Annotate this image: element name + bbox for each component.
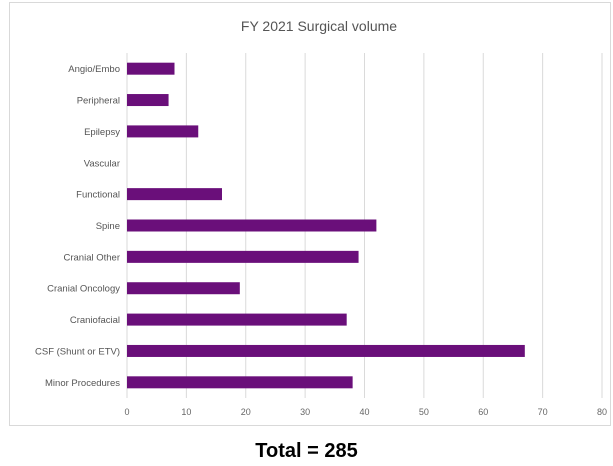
- bar: [127, 94, 169, 107]
- bar: [127, 219, 377, 232]
- x-tick-label: 50: [419, 407, 429, 417]
- category-label: Vascular: [84, 158, 120, 169]
- category-label: Peripheral: [77, 96, 120, 107]
- x-tick-label: 80: [597, 407, 607, 417]
- category-label: Craniofacial: [70, 315, 120, 326]
- category-label: Spine: [96, 221, 120, 232]
- bar: [127, 250, 359, 263]
- bar: [127, 62, 175, 75]
- category-label: Cranial Other: [64, 252, 121, 263]
- x-tick-label: 0: [124, 407, 129, 417]
- category-label: Epilepsy: [84, 127, 120, 138]
- category-label: Functional: [76, 190, 120, 201]
- category-label: Minor Procedures: [45, 378, 120, 389]
- x-tick-label: 70: [538, 407, 548, 417]
- bar: [127, 344, 525, 357]
- bar: [127, 282, 240, 295]
- x-tick-labels: 0 10 20 30 40 50 60 70 80: [124, 407, 607, 417]
- category-label: Cranial Oncology: [47, 284, 120, 295]
- category-label: Angio/Embo: [68, 64, 120, 75]
- x-tick-label: 10: [181, 407, 191, 417]
- category-labels: Angio/Embo Peripheral Epilepsy Vascular Func…: [35, 64, 120, 389]
- x-tick-label: 40: [359, 407, 369, 417]
- chart-title: FY 2021 Surgical volume: [241, 18, 397, 34]
- chart-frame: FY 2021 Surgical volume Angio/Embo Periph…: [9, 2, 611, 426]
- bar: [127, 125, 199, 138]
- bars: [127, 62, 525, 389]
- x-tick-label: 20: [241, 407, 251, 417]
- bar-chart: FY 2021 Surgical volume Angio/Embo Periph…: [35, 18, 607, 417]
- bar: [127, 376, 353, 389]
- x-tick-label: 30: [300, 407, 310, 417]
- x-tick-label: 60: [478, 407, 488, 417]
- total-label: Total = 285: [255, 440, 358, 462]
- bar: [127, 313, 347, 326]
- category-label: CSF (Shunt or ETV): [35, 346, 120, 357]
- bar: [127, 188, 222, 201]
